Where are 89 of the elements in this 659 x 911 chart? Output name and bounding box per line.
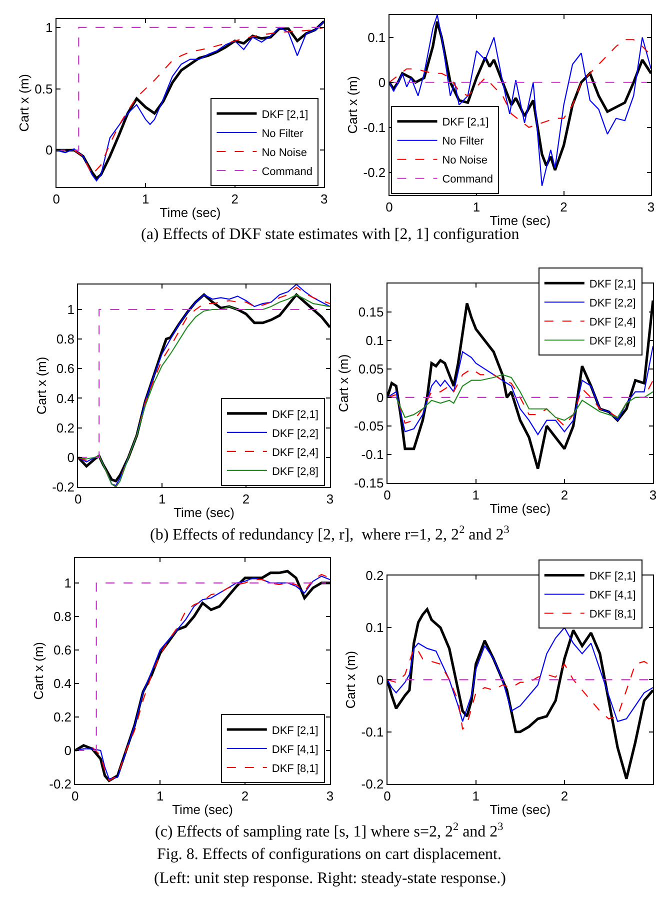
y-axis-title: Cart x (m) bbox=[31, 642, 46, 700]
legend-label: DKF [2,1] bbox=[272, 408, 318, 421]
x-axis-title: Time (sec) bbox=[174, 505, 234, 520]
y-axis-title: Cart x (m) bbox=[336, 354, 351, 412]
y-tick-label: 0.8 bbox=[56, 332, 74, 347]
x-axis-title: Time (sec) bbox=[490, 501, 551, 516]
y-tick-label: 0.6 bbox=[56, 361, 74, 376]
x-axis-title: Time (sec) bbox=[172, 802, 234, 818]
x-tick-label: 1 bbox=[142, 192, 150, 207]
legend-label: Command bbox=[442, 174, 493, 186]
y-axis-title: Cart x (m) bbox=[345, 76, 360, 134]
y-tick-label: 0.05 bbox=[358, 361, 384, 376]
x-tick-label: 2 bbox=[560, 199, 568, 214]
y-tick-label: -0.1 bbox=[361, 447, 384, 462]
text: (c) Effects of sampling rate [s, 1] where s=2, 2$^{2}$ and 2$^{3}$ bbox=[155, 821, 504, 841]
legend-label: No Filter bbox=[442, 136, 484, 148]
y-tick-label: 0 bbox=[67, 450, 74, 465]
legend-label: DKF [2,4] bbox=[272, 446, 318, 459]
y-tick-label: -0.05 bbox=[354, 418, 384, 434]
y-tick-label: 0.1 bbox=[368, 30, 386, 45]
y-tick-label: -0.1 bbox=[361, 724, 384, 740]
x-tick-label: 1 bbox=[158, 492, 166, 507]
y-tick-label: 0.6 bbox=[53, 642, 72, 658]
legend-label: DKF [2,2] bbox=[589, 297, 636, 310]
y-tick-label: 0.2 bbox=[56, 420, 74, 436]
legend-label: DKF [2,2] bbox=[272, 428, 318, 440]
legend-label: DKF [2,1] bbox=[442, 116, 489, 129]
y-tick-label: -0.1 bbox=[363, 120, 386, 135]
legend-label: No Noise bbox=[262, 146, 307, 159]
text: (Left: unit step response. Right: steady-state response.) bbox=[154, 870, 506, 887]
legend-label: DKF [2,8] bbox=[272, 466, 318, 478]
legend-label: DKF [4,1] bbox=[272, 744, 318, 756]
legend-label: No Noise bbox=[442, 154, 488, 167]
x-tick-label: 1 bbox=[472, 788, 480, 804]
x-tick-label: 1 bbox=[472, 199, 480, 214]
y-axis-title: Cart x (m) bbox=[343, 650, 358, 709]
y-tick-label: 1 bbox=[46, 20, 53, 35]
legend-label: Command bbox=[262, 166, 312, 178]
y-tick-label: 0 bbox=[378, 74, 386, 90]
x-axis-title: Time (sec) bbox=[490, 213, 551, 228]
y-tick-label: 0.1 bbox=[366, 332, 384, 348]
text: (b) Effects of redundancy [2, r], where r=1, 2, 2$^{2}$ and 2$^{3}$ bbox=[150, 524, 510, 544]
y-tick-label: 0 bbox=[64, 743, 72, 758]
x-tick-label: 1 bbox=[472, 488, 480, 503]
x-tick-label: 2 bbox=[242, 492, 250, 507]
x-tick-label: 3 bbox=[649, 488, 657, 503]
legend-label: DKF [2,1] bbox=[272, 724, 318, 737]
x-tick-label: 1 bbox=[156, 788, 164, 804]
y-tick-label: 1 bbox=[64, 575, 72, 590]
x-axis-title: Time (sec) bbox=[490, 802, 551, 818]
legend-label: DKF [8,1] bbox=[272, 762, 318, 775]
legend-label: DKF [2,1] bbox=[589, 570, 636, 583]
legend-label: DKF [2,1] bbox=[262, 108, 308, 121]
x-tick-label: 3 bbox=[326, 788, 334, 804]
legend-label: DKF [2,8] bbox=[589, 335, 636, 348]
x-tick-label: 2 bbox=[231, 192, 238, 207]
legend-label: DKF [8,1] bbox=[589, 608, 636, 621]
x-tick-label: 3 bbox=[326, 492, 334, 507]
y-tick-label: 0.2 bbox=[366, 568, 384, 584]
x-axis-title: Time (sec) bbox=[160, 205, 221, 220]
y-tick-label: 0 bbox=[376, 390, 384, 406]
y-tick-label: 0 bbox=[46, 142, 53, 158]
y-axis-title: Cart x (m) bbox=[16, 74, 32, 132]
text: (a) Effects of DKF state estimates with [2, 1] configuration bbox=[141, 226, 520, 243]
y-axis-title: Cart x (m) bbox=[34, 356, 50, 415]
x-tick-label: 3 bbox=[647, 199, 655, 214]
y-tick-label: 0.4 bbox=[53, 676, 72, 691]
y-tick-label: -0.2 bbox=[49, 776, 72, 792]
y-tick-label: 0 bbox=[376, 672, 384, 688]
x-tick-label: 2 bbox=[560, 788, 568, 804]
legend-label: No Filter bbox=[262, 128, 304, 140]
legend-label: DKF [2,4] bbox=[589, 316, 636, 328]
y-tick-label: 0.8 bbox=[53, 608, 72, 624]
legend-label: DKF [2,1] bbox=[589, 278, 636, 290]
y-tick-label: 0.2 bbox=[53, 710, 72, 725]
x-tick-label: 2 bbox=[560, 488, 568, 503]
y-tick-label: -0.2 bbox=[363, 164, 386, 180]
y-tick-label: 0.4 bbox=[56, 390, 74, 406]
y-tick-label: -0.2 bbox=[52, 480, 74, 495]
caption: Fig. 8. Effects of configurations on cart displacement. bbox=[157, 846, 502, 863]
x-tick-label: 2 bbox=[241, 788, 249, 804]
y-tick-label: 1 bbox=[67, 302, 74, 318]
y-tick-label: -0.15 bbox=[354, 476, 384, 491]
x-tick-label: 3 bbox=[320, 192, 328, 207]
y-tick-label: 0.1 bbox=[366, 620, 384, 636]
y-tick-label: -0.2 bbox=[361, 776, 384, 792]
y-tick-label: 0.5 bbox=[34, 81, 53, 96]
y-tick-label: 0.15 bbox=[358, 304, 384, 320]
legend-label: DKF [4,1] bbox=[589, 590, 636, 602]
